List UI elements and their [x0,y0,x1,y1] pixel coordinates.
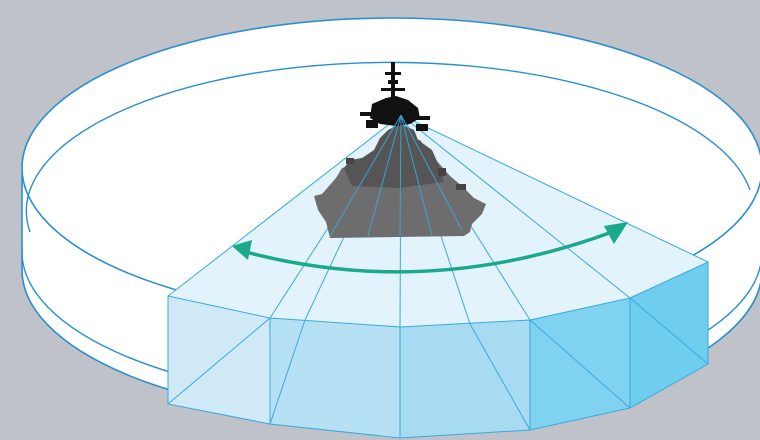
wall-panel-1 [167,295,271,425]
sweep-arrow-head-right [604,222,628,244]
sweep-arrow [232,222,628,274]
wall-panel-3 [399,319,531,439]
bridge-block-left [366,120,378,128]
beam-lines-over-ship [329,114,463,237]
mast-yard-top [385,72,401,75]
bridge-block-right [416,124,428,131]
sweep-arrow-arc [244,230,614,274]
mast-platform [388,80,398,84]
deck-detail-1 [346,158,354,164]
bridge-wing-left [360,112,376,116]
ship-bridge [370,96,420,126]
deck-detail-3 [456,184,466,190]
deck-detail-2 [438,168,446,176]
sweep-arrow-head-left [232,240,252,260]
wall-panel-2 [269,317,401,439]
wall-beam-lines [167,297,709,438]
cylinder-inner-rim [25,61,751,233]
bridge-wing-right [414,116,430,120]
ship-deckhouse [344,124,444,188]
mast-yard-mid [381,88,405,91]
